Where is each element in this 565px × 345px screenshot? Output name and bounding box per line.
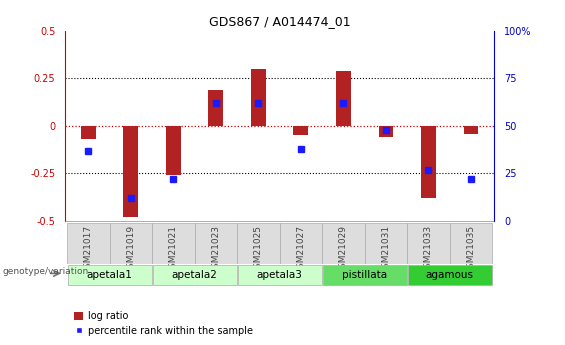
Bar — [238, 265, 321, 285]
Text: GSM21017: GSM21017 — [84, 225, 93, 274]
Text: agamous: agamous — [426, 270, 473, 280]
Bar — [407, 265, 492, 285]
Text: apetala1: apetala1 — [86, 270, 133, 280]
Bar — [323, 265, 407, 285]
Bar — [364, 223, 407, 264]
Text: apetala3: apetala3 — [257, 270, 303, 280]
Bar — [81, 126, 96, 139]
Bar — [251, 69, 266, 126]
Text: GSM21031: GSM21031 — [381, 225, 390, 274]
Bar — [68, 265, 152, 285]
Bar — [407, 223, 450, 264]
Text: GSM21027: GSM21027 — [297, 225, 306, 274]
Text: apetala2: apetala2 — [172, 270, 218, 280]
Text: GSM21035: GSM21035 — [467, 225, 476, 274]
Bar — [450, 223, 492, 264]
Bar — [379, 126, 393, 137]
Bar — [123, 126, 138, 217]
Bar — [463, 126, 479, 134]
Bar — [67, 223, 110, 264]
Text: genotype/variation: genotype/variation — [3, 267, 89, 276]
Bar — [195, 223, 237, 264]
Text: GSM21025: GSM21025 — [254, 225, 263, 274]
Bar — [110, 223, 152, 264]
Bar — [293, 126, 308, 136]
Bar — [153, 265, 237, 285]
Legend: log ratio, percentile rank within the sample: log ratio, percentile rank within the sa… — [70, 307, 257, 340]
Bar — [421, 126, 436, 198]
Bar — [280, 223, 322, 264]
Text: GSM21029: GSM21029 — [339, 225, 348, 274]
Bar — [152, 223, 195, 264]
Text: pistillata: pistillata — [342, 270, 387, 280]
Bar — [237, 223, 280, 264]
Title: GDS867 / A014474_01: GDS867 / A014474_01 — [209, 16, 350, 29]
Bar — [166, 126, 181, 175]
Text: GSM21023: GSM21023 — [211, 225, 220, 274]
Bar — [208, 90, 223, 126]
Text: GSM21033: GSM21033 — [424, 225, 433, 274]
Text: GSM21019: GSM21019 — [127, 225, 136, 274]
Bar — [322, 223, 364, 264]
Text: GSM21021: GSM21021 — [169, 225, 178, 274]
Bar — [336, 71, 351, 126]
